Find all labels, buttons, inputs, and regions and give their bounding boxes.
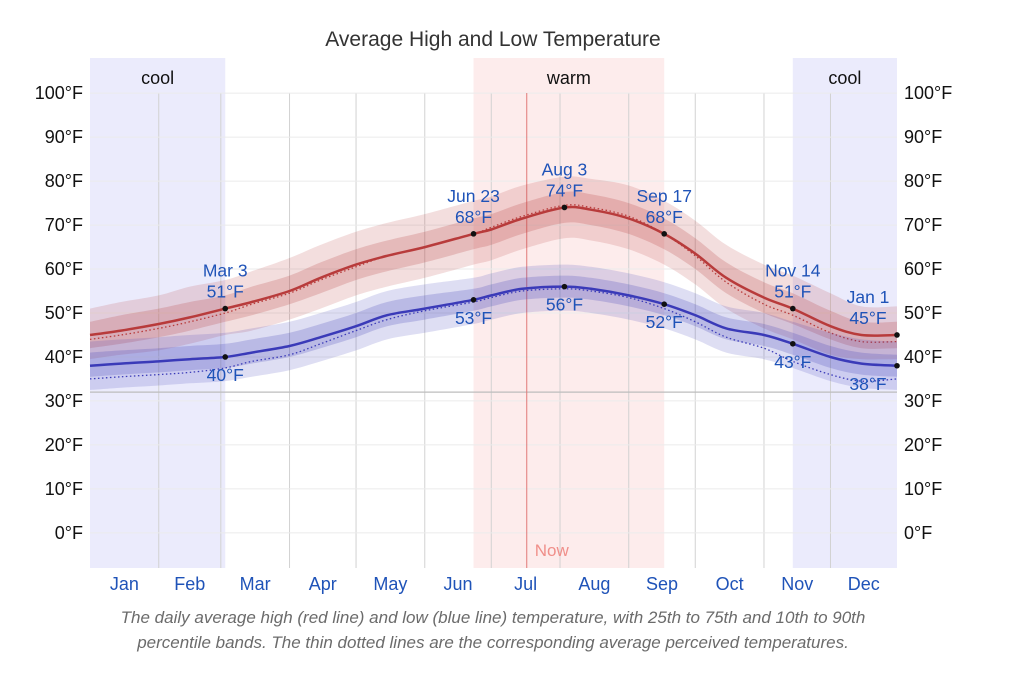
high-callout-date-0: Mar 3 [203,261,248,281]
high-callout-value-4: 51°F [774,282,811,302]
low-callout-value-5: 38°F [849,374,886,394]
y-tick-left-50: 50°F [45,303,83,323]
high-point-jun-23 [470,231,477,237]
low-callout-value-4: 43°F [774,352,811,372]
high-point-jan-1 [894,332,900,338]
y-tick-right-100: 100°F [904,83,952,103]
y-tick-right-30: 30°F [904,391,942,411]
chart-caption: The daily average high (red line) and lo… [20,605,966,655]
low-point-jan-1 [894,362,900,369]
low-band-25-75 [90,275,897,377]
y-tick-right-0: 0°F [904,523,932,543]
low-callout-value-1: 53°F [455,308,492,328]
high-point-mar-3 [222,305,229,312]
season-label-cool-0: cool [141,68,174,88]
month-label-may: May [373,574,407,594]
low-point-mar-3 [222,354,229,360]
high-callout-value-0: 51°F [207,282,244,302]
chart-title: Average High and Low Temperature [325,28,661,51]
high-callout-value-5: 45°F [849,308,886,328]
y-tick-left-40: 40°F [45,347,83,367]
high-callout-date-3: Sep 17 [636,186,691,206]
low-point-nov-14 [789,340,796,347]
high-band-25-75 [90,191,897,349]
caption-line-1: The daily average high (red line) and lo… [120,608,866,627]
y-tick-right-20: 20°F [904,435,942,455]
y-tick-right-80: 80°F [904,171,942,191]
month-label-jul: Jul [514,574,537,594]
low-callout-value-0: 40°F [207,365,244,385]
month-label-feb: Feb [174,574,205,594]
low-point-jun-23 [470,297,477,303]
low-callout-value-2: 56°F [546,295,583,315]
month-label-jan: Jan [110,574,139,594]
low-callout-value-3: 52°F [646,312,683,332]
y-tick-left-20: 20°F [45,435,83,455]
y-tick-right-60: 60°F [904,259,942,279]
low-point-aug-3 [561,283,568,290]
high-callout-date-2: Aug 3 [542,159,588,179]
month-label-dec: Dec [848,574,880,594]
month-label-apr: Apr [309,574,337,594]
month-label-mar: Mar [240,574,271,594]
y-tick-left-60: 60°F [45,259,83,279]
y-tick-left-70: 70°F [45,215,83,235]
high-callout-value-3: 68°F [646,207,683,227]
high-point-sep-17 [661,231,668,237]
caption-line-2: percentile bands. The thin dotted lines … [137,633,849,652]
month-label-oct: Oct [716,574,744,594]
high-callout-value-1: 68°F [455,207,492,227]
season-label-cool-2: cool [828,68,861,88]
y-tick-left-90: 90°F [45,127,83,147]
month-label-sep: Sep [646,574,678,594]
month-label-aug: Aug [578,574,610,594]
y-tick-right-90: 90°F [904,127,942,147]
season-label-warm-1: warm [546,68,591,88]
month-label-nov: Nov [781,574,813,594]
low-band-10-90 [90,264,897,390]
y-tick-left-80: 80°F [45,171,83,191]
y-tick-left-100: 100°F [35,83,83,103]
high-point-aug-3 [561,204,568,211]
month-label-jun: Jun [444,574,473,594]
y-tick-right-40: 40°F [904,347,942,367]
high-point-nov-14 [789,305,796,312]
high-band-10-90 [90,176,897,360]
low-point-sep-17 [661,301,668,308]
high-callout-value-2: 74°F [546,180,583,200]
high-callout-date-4: Nov 14 [765,261,821,281]
y-tick-left-30: 30°F [45,391,83,411]
y-tick-right-50: 50°F [904,303,942,323]
y-tick-left-0: 0°F [55,523,83,543]
high-callout-date-5: Jan 1 [847,287,890,307]
y-tick-right-10: 10°F [904,479,942,499]
y-tick-right-70: 70°F [904,215,942,235]
now-label: Now [535,541,570,560]
y-tick-left-10: 10°F [45,479,83,499]
high-callout-date-1: Jun 23 [447,186,500,206]
